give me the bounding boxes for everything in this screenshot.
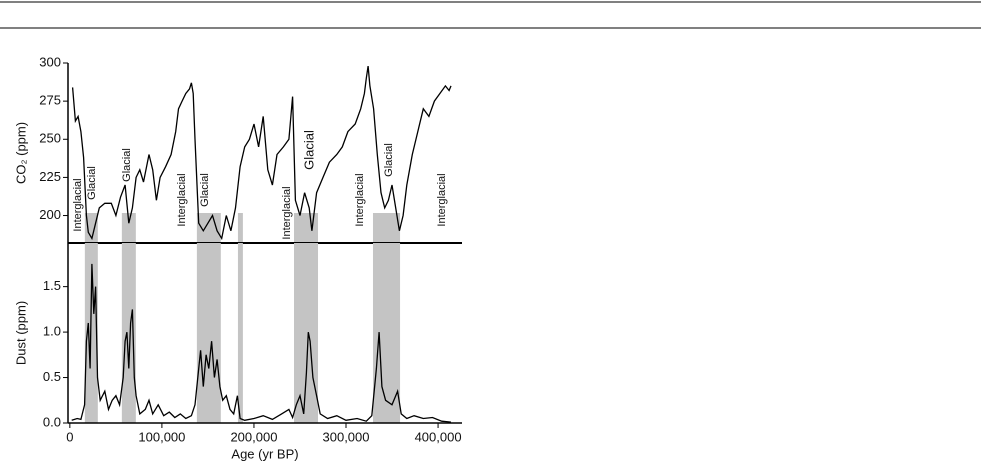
annotation: Interglacial (354, 173, 366, 226)
shaded-region (237, 243, 243, 423)
data-line (71, 66, 452, 241)
x-tick-label: 100,000 (138, 429, 185, 444)
y-tick-label: 300 (39, 54, 61, 69)
y-tick-label: 0.0 (43, 414, 61, 429)
y-tick-label: 250 (39, 131, 61, 146)
y-tick-label: 1.5 (43, 278, 61, 293)
y-tick-label: 0.5 (43, 369, 61, 384)
y-axis-label: CO₂ (ppm) (13, 122, 28, 184)
shaded-region (237, 213, 243, 243)
shaded-region (121, 213, 136, 243)
x-tick-label: 200,000 (230, 429, 277, 444)
y-tick-label: 200 (39, 207, 61, 222)
data-line (71, 263, 452, 423)
y-tick-label: 275 (39, 93, 61, 108)
x-axis-label: Age (yr BP) (231, 446, 298, 461)
annotation: Interglacial (72, 178, 84, 231)
annotation: Interglacial (436, 173, 448, 226)
y-tick-label: 225 (39, 169, 61, 184)
shaded-region (372, 243, 401, 423)
x-tick-label: 300,000 (323, 429, 370, 444)
y-tick-label: 1.0 (43, 324, 61, 339)
shaded-region (196, 243, 221, 423)
shaded-region (84, 213, 98, 243)
annotation: Glacial (86, 166, 98, 200)
annotation: Glacial (383, 143, 395, 177)
annotation: Glacial (199, 173, 211, 207)
y-axis-label: Dust (ppm) (13, 301, 28, 365)
shaded-region (196, 213, 221, 243)
shaded-region (372, 213, 401, 243)
x-tick-label: 0 (66, 429, 73, 444)
shaded-region (121, 243, 136, 423)
annotation: Interglacial (281, 186, 293, 239)
x-tick-label: 400,000 (415, 429, 462, 444)
annotation: Glacial (121, 148, 133, 182)
shaded-region (293, 213, 319, 243)
annotation: Glacial (301, 130, 316, 170)
shaded-region (293, 243, 319, 423)
annotation: Interglacial (176, 173, 188, 226)
